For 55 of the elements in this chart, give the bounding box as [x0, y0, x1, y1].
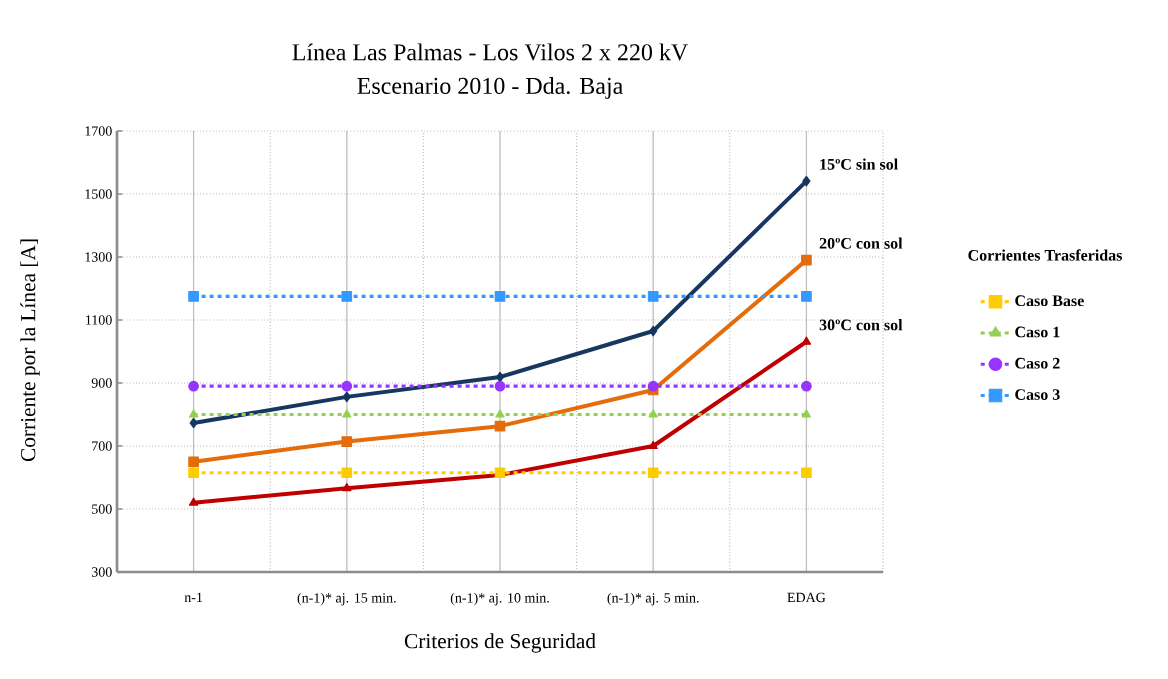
legend-label: Caso 1: [1015, 326, 1060, 338]
point: [801, 409, 812, 418]
x-tick-label: EDAG: [787, 592, 826, 603]
y-tick-label: 500: [92, 504, 112, 514]
point: [341, 380, 353, 392]
point: [341, 436, 353, 447]
point: [647, 467, 659, 479]
point: [188, 291, 199, 302]
point: [188, 497, 199, 506]
y-tick-label: 300: [91, 567, 112, 577]
point: [342, 409, 352, 418]
y-tick-label: 900: [91, 378, 112, 388]
point: [342, 391, 351, 403]
series-label: 20ºC con sol: [819, 237, 903, 249]
y-tick-label: 1700: [85, 126, 112, 136]
point: [494, 291, 506, 302]
point: [494, 380, 506, 392]
point: [648, 409, 658, 418]
y-axis-title: Corriente por la Línea [A]: [20, 239, 40, 462]
legend-label: Caso Base: [1015, 295, 1084, 307]
y-tick-label: 1500: [85, 189, 112, 199]
chart-subtitle: Escenario 2010 - Dda. Baja: [357, 77, 623, 99]
point: [188, 456, 199, 468]
legend-label: Caso 3: [1015, 389, 1060, 400]
point: [188, 409, 199, 418]
point: [188, 380, 199, 392]
point: [341, 467, 353, 479]
point: [649, 325, 658, 337]
point: [342, 482, 352, 492]
legend-title: Corrientes Trasferidas: [968, 249, 1123, 261]
point: [494, 420, 506, 432]
y-tick-label: 700: [92, 441, 112, 451]
point: [801, 291, 812, 302]
x-tick-label: (n-1)* aj. 15 min.: [297, 592, 396, 606]
x-axis-title: Criterios de Seguridad: [404, 633, 596, 653]
series-label: 15ºC sin sol: [820, 158, 898, 170]
series-label: 30ºC con sol: [819, 319, 903, 331]
y-tick-label: 1100: [86, 315, 112, 325]
point: [647, 291, 659, 302]
point: [802, 175, 811, 187]
x-tick-label: (n-1)* aj. 5 min.: [607, 592, 699, 606]
point: [801, 380, 812, 392]
legend-label: Caso 2: [1015, 357, 1060, 369]
point: [648, 440, 658, 449]
point: [647, 380, 659, 392]
point: [188, 467, 199, 479]
point: [495, 409, 505, 418]
point: [801, 254, 812, 266]
point: [341, 291, 353, 302]
point: [801, 467, 812, 479]
y-tick-label: 1300: [85, 252, 112, 262]
point: [189, 417, 198, 429]
chart-title: Línea Las Palmas - Los Vilos 2 x 220 kV: [292, 43, 688, 61]
x-tick-label: n-1: [184, 592, 203, 602]
x-tick-label: (n-1)* aj. 10 min.: [450, 592, 549, 606]
